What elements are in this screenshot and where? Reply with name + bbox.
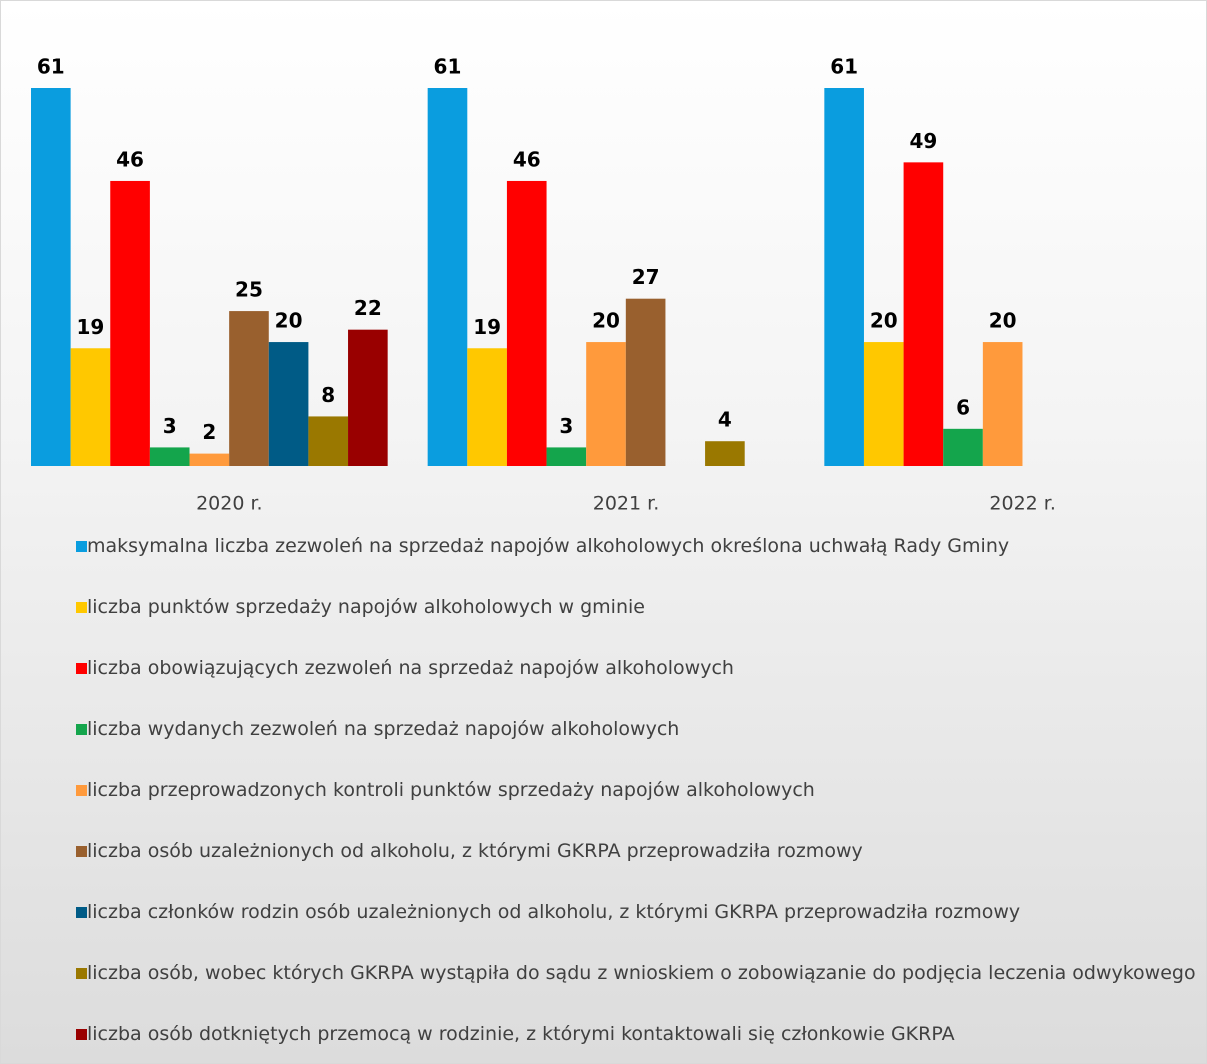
value-label: 22 xyxy=(354,296,382,320)
legend-label: liczba punktów sprzedaży napojów alkohol… xyxy=(87,596,645,618)
bar xyxy=(189,453,230,466)
legend-swatch xyxy=(76,602,87,613)
legend-swatch xyxy=(76,785,87,796)
bar xyxy=(149,447,190,466)
legend-item: liczba członków rodzin osób uzależnionyc… xyxy=(76,901,1201,924)
value-label: 20 xyxy=(592,309,620,333)
legend-swatch xyxy=(76,907,87,918)
value-label: 6 xyxy=(956,395,970,419)
value-label: 49 xyxy=(909,129,937,153)
bar xyxy=(308,416,349,466)
bar xyxy=(467,348,507,466)
bar xyxy=(705,441,745,466)
legend-item: liczba wydanych zezwoleń na sprzedaż nap… xyxy=(76,718,1201,741)
bar xyxy=(824,88,864,466)
legend-label: liczba członków rodzin osób uzależnionyc… xyxy=(87,901,1021,923)
bar xyxy=(982,342,1023,466)
legend-label: liczba wydanych zezwoleń na sprzedaż nap… xyxy=(87,718,680,740)
legend-swatch xyxy=(76,846,87,857)
bar xyxy=(229,311,269,466)
x-tick-label: 2022 r. xyxy=(989,493,1056,515)
bar xyxy=(625,298,666,466)
value-label: 61 xyxy=(830,55,858,79)
value-label: 20 xyxy=(989,309,1017,333)
bar xyxy=(427,88,468,466)
bar xyxy=(348,329,388,466)
value-label: 19 xyxy=(473,315,501,339)
legend-item: liczba obowiązujących zezwoleń na sprzed… xyxy=(76,657,1201,680)
legend-label: liczba obowiązujących zezwoleń na sprzed… xyxy=(87,657,734,679)
bar xyxy=(586,342,626,466)
legend-label: liczba osób uzależnionych od alkoholu, z… xyxy=(87,840,863,862)
value-label: 3 xyxy=(559,414,573,438)
bar xyxy=(943,428,983,466)
legend-swatch xyxy=(76,541,87,552)
value-label: 20 xyxy=(275,309,303,333)
legend-item: liczba punktów sprzedaży napojów alkohol… xyxy=(76,596,1201,619)
bar xyxy=(506,180,547,467)
legend-item: maksymalna liczba zezwoleń na sprzedaż n… xyxy=(76,535,1201,558)
legend-label: maksymalna liczba zezwoleń na sprzedaż n… xyxy=(87,535,1010,557)
value-label: 46 xyxy=(116,147,144,171)
legend-swatch xyxy=(76,1029,87,1040)
legend-item: liczba osób uzależnionych od alkoholu, z… xyxy=(76,840,1201,863)
legend-swatch xyxy=(76,663,87,674)
bar xyxy=(70,348,111,466)
value-label: 61 xyxy=(434,55,462,79)
value-label: 25 xyxy=(235,278,263,302)
value-label: 3 xyxy=(163,414,177,438)
bar xyxy=(546,447,587,466)
legend-item: liczba osób dotkniętych przemocą w rodzi… xyxy=(76,1023,1201,1046)
value-label: 46 xyxy=(513,147,541,171)
value-label: 8 xyxy=(321,383,335,407)
legend-label: liczba przeprowadzonych kontroli punktów… xyxy=(87,779,815,801)
bar xyxy=(268,342,309,466)
legend-item: liczba przeprowadzonych kontroli punktów… xyxy=(76,779,1201,802)
x-tick-label: 2021 r. xyxy=(593,493,660,515)
bar xyxy=(903,162,944,466)
value-label: 2 xyxy=(202,420,216,444)
bar xyxy=(110,180,150,467)
bar xyxy=(863,342,904,466)
bar xyxy=(31,88,71,466)
legend-label: liczba osób, wobec których GKRPA wystąpi… xyxy=(87,962,1196,984)
legend-label: liczba osób dotkniętych przemocą w rodzi… xyxy=(87,1023,955,1045)
legend-item: liczba osób, wobec których GKRPA wystąpi… xyxy=(76,962,1201,985)
legend-swatch xyxy=(76,724,87,735)
value-label: 27 xyxy=(632,265,660,289)
value-label: 61 xyxy=(37,55,65,79)
value-label: 19 xyxy=(77,315,105,339)
x-tick-label: 2020 r. xyxy=(196,493,263,515)
value-label: 4 xyxy=(718,408,732,432)
legend-swatch xyxy=(76,968,87,979)
value-label: 20 xyxy=(870,309,898,333)
